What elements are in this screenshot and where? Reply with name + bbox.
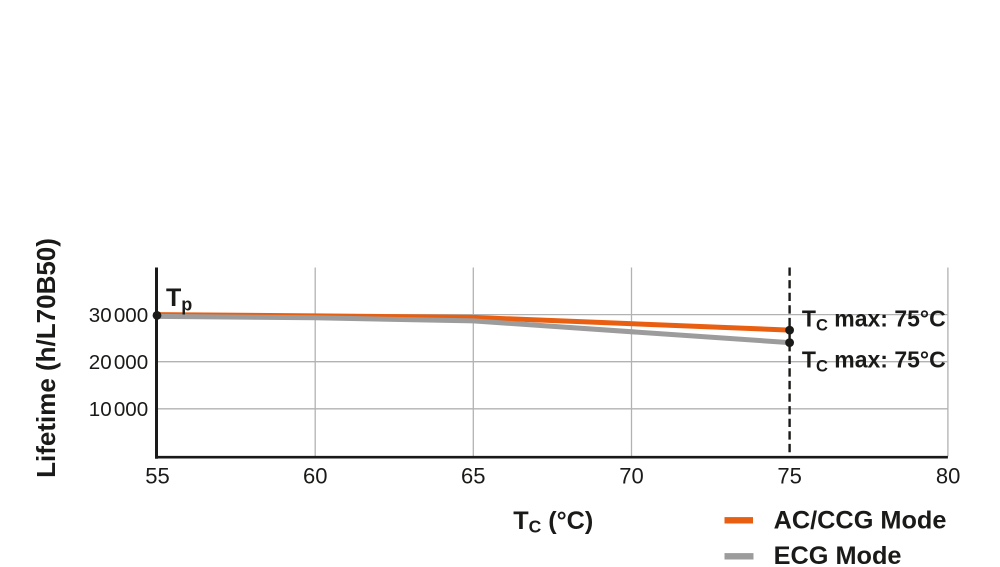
svg-text:10 000: 10 000	[89, 398, 148, 421]
svg-text:20 000: 20 000	[89, 351, 148, 374]
svg-text:TC (°C): TC (°C)	[513, 507, 593, 537]
svg-text:Tp: Tp	[166, 284, 192, 315]
svg-text:75: 75	[777, 463, 801, 488]
svg-text:70: 70	[619, 463, 643, 488]
svg-text:30 000: 30 000	[89, 304, 148, 327]
svg-text:Lifetime (h/L70B50): Lifetime (h/L70B50)	[31, 238, 61, 478]
svg-text:TC max: 75°C: TC max: 75°C	[802, 347, 946, 376]
svg-text:55: 55	[145, 463, 169, 488]
svg-text:TC max: 75°C: TC max: 75°C	[802, 306, 946, 335]
svg-text:AC/CCG Mode: AC/CCG Mode	[774, 507, 947, 535]
svg-text:65: 65	[461, 463, 485, 488]
svg-text:80: 80	[936, 463, 960, 488]
svg-text:ECG Mode: ECG Mode	[774, 542, 902, 567]
svg-text:60: 60	[303, 463, 327, 488]
